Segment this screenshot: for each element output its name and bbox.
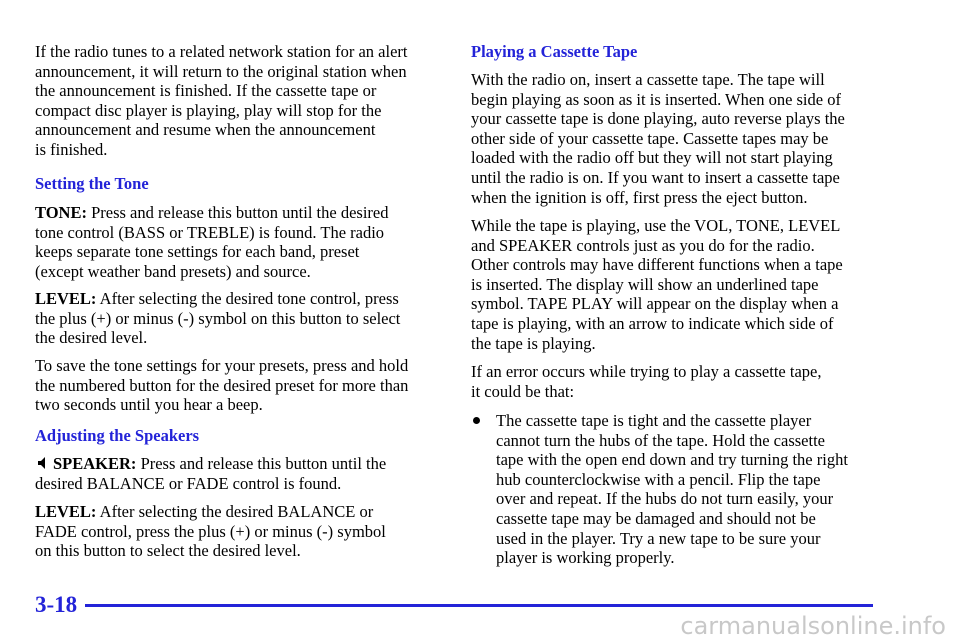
watermark: carmanualsonline.info	[680, 612, 946, 640]
section-heading: Setting the Tone	[35, 174, 149, 193]
text-line: desired BALANCE or FADE control is found…	[35, 474, 341, 494]
line-text: After selecting the desired BALANCE or	[96, 502, 374, 521]
text-line: Other controls may have different functi…	[471, 255, 843, 275]
text-line: LEVEL: After selecting the desired BALAN…	[35, 502, 373, 522]
lead-label: SPEAKER:	[53, 454, 137, 473]
line-text: the plus (+) or minus (-) symbol on this…	[35, 308, 401, 328]
text-line: loaded with the radio off but they will …	[471, 148, 833, 168]
line-text: the tape is playing.	[471, 333, 596, 353]
text-line: SPEAKER: Press and release this button u…	[35, 454, 386, 474]
line-text: Press and release this button until the …	[86, 203, 389, 222]
text-line: hub counterclockwise with a pencil. Flip…	[496, 469, 821, 489]
speaker-icon	[38, 457, 45, 469]
text-line: two seconds until you hear a beep.	[35, 395, 263, 415]
text-line: the plus (+) or minus (-) symbol on this…	[35, 309, 400, 329]
text-line: the announcement is finished. If the cas…	[35, 81, 376, 101]
line-text: is inserted. The display will show an un…	[471, 274, 819, 294]
line-text: and SPEAKER controls just as you do for …	[471, 235, 815, 255]
line-text: the numbered button for the desired pres…	[35, 375, 409, 395]
text-line: it could be that:	[471, 382, 574, 402]
text-line: other side of your cassette tape. Casset…	[471, 129, 828, 149]
text-line: FADE control, press the plus (+) or minu…	[35, 522, 386, 542]
text-line: The cassette tape is tight and the casse…	[496, 411, 812, 430]
line-text: Press and release this button until the	[136, 454, 387, 473]
text-line: player is working properly.	[496, 548, 675, 568]
text-line: compact disc player is playing, play wil…	[35, 101, 381, 121]
text-line: over and repeat. If the hubs do not turn…	[496, 489, 834, 509]
text-line: If the radio tunes to a related network …	[35, 42, 407, 62]
text-line: LEVEL: After selecting the desired tone …	[35, 289, 399, 309]
line-text: If an error occurs while trying to play …	[471, 362, 822, 381]
lead-label: LEVEL:	[35, 502, 97, 521]
line-text: compact disc player is playing, play wil…	[35, 100, 382, 120]
line-text: announcement, it will return to the orig…	[35, 61, 407, 81]
lead-label: LEVEL:	[35, 289, 97, 308]
section-heading: Adjusting the Speakers	[35, 426, 200, 445]
text-line: To save the tone settings for your prese…	[35, 356, 408, 376]
text-line: tone control (BASS or TREBLE) is found. …	[35, 223, 384, 243]
text-line: used in the player. Try a new tape to be…	[496, 528, 821, 548]
text-line: and SPEAKER controls just as you do for …	[471, 236, 815, 256]
text-line: cannot turn the hubs of the tape. Hold t…	[496, 430, 825, 450]
line-text: the desired level.	[35, 328, 148, 348]
lead-label: TONE:	[35, 203, 87, 222]
text-line: is inserted. The display will show an un…	[471, 275, 819, 295]
line-text: desired BALANCE or FADE control is found…	[35, 473, 342, 493]
line-text: To save the tone settings for your prese…	[35, 356, 409, 375]
text-line: your cassette tape is done playing, auto…	[471, 109, 845, 129]
line-text: (except weather band presets) and source…	[35, 261, 311, 281]
line-text: your cassette tape is done playing, auto…	[471, 109, 845, 129]
text-line: announcement and resume when the announc…	[35, 120, 375, 140]
text-line: when the ignition is off, first press th…	[471, 188, 808, 208]
line-text: begin playing as soon as it is inserted.…	[471, 89, 841, 109]
line-text: Other controls may have different functi…	[471, 255, 843, 275]
line-text: keeps separate tone settings for each ba…	[35, 242, 360, 262]
bullet-dot	[473, 417, 480, 424]
text-line: until the radio is on. If you want to in…	[471, 168, 840, 188]
line-text: on this button to select the desired lev…	[35, 541, 301, 561]
text-line: the tape is playing.	[471, 334, 596, 354]
text-line: tape with the open end down and try turn…	[496, 450, 848, 470]
line-text: it could be that:	[471, 381, 575, 401]
text-line: announcement, it will return to the orig…	[35, 62, 407, 82]
text-line: the desired level.	[35, 328, 147, 348]
text-line: cassette tape may be damaged and should …	[496, 509, 816, 528]
line-text: FADE control, press the plus (+) or minu…	[35, 521, 386, 541]
line-text: tone control (BASS or TREBLE) is found. …	[35, 222, 385, 242]
text-line: symbol. TAPE PLAY will appear on the dis…	[471, 294, 838, 314]
line-text: other side of your cassette tape. Casset…	[471, 128, 829, 148]
line-text: loaded with the radio off but they will …	[471, 148, 833, 168]
line-text: tape is playing, with an arrow to indica…	[471, 314, 834, 333]
text-line: (except weather band presets) and source…	[35, 262, 311, 282]
line-text: two seconds until you hear a beep.	[35, 395, 263, 415]
text-line: With the radio on, insert a cassette tap…	[471, 70, 825, 90]
text-line: keeps separate tone settings for each ba…	[35, 242, 359, 262]
line-text: After selecting the desired tone control…	[96, 289, 399, 308]
page-number: 3-18	[35, 592, 78, 617]
line-text: With the radio on, insert a cassette tap…	[471, 70, 825, 89]
line-text: If the radio tunes to a related network …	[35, 42, 408, 61]
section-heading: Playing a Cassette Tape	[471, 42, 638, 61]
line-text: the announcement is finished. If the cas…	[35, 81, 377, 101]
text-line: If an error occurs while trying to play …	[471, 362, 821, 382]
line-text: symbol. TAPE PLAY will appear on the dis…	[471, 294, 839, 314]
line-text: is finished.	[35, 140, 108, 159]
text-line: While the tape is playing, use the VOL, …	[471, 216, 840, 236]
line-text: until the radio is on. If you want to in…	[471, 168, 840, 187]
line-text: announcement and resume when the announc…	[35, 120, 376, 140]
text-line: on this button to select the desired lev…	[35, 541, 301, 561]
text-line: the numbered button for the desired pres…	[35, 376, 408, 396]
text-line: TONE: Press and release this button unti…	[35, 203, 389, 223]
text-line: tape is playing, with an arrow to indica…	[471, 314, 833, 334]
footer-rule	[85, 604, 873, 607]
text-line: is finished.	[35, 140, 107, 160]
text-line: begin playing as soon as it is inserted.…	[471, 90, 841, 110]
line-text: when the ignition is off, first press th…	[471, 187, 808, 207]
line-text: While the tape is playing, use the VOL, …	[471, 216, 841, 235]
